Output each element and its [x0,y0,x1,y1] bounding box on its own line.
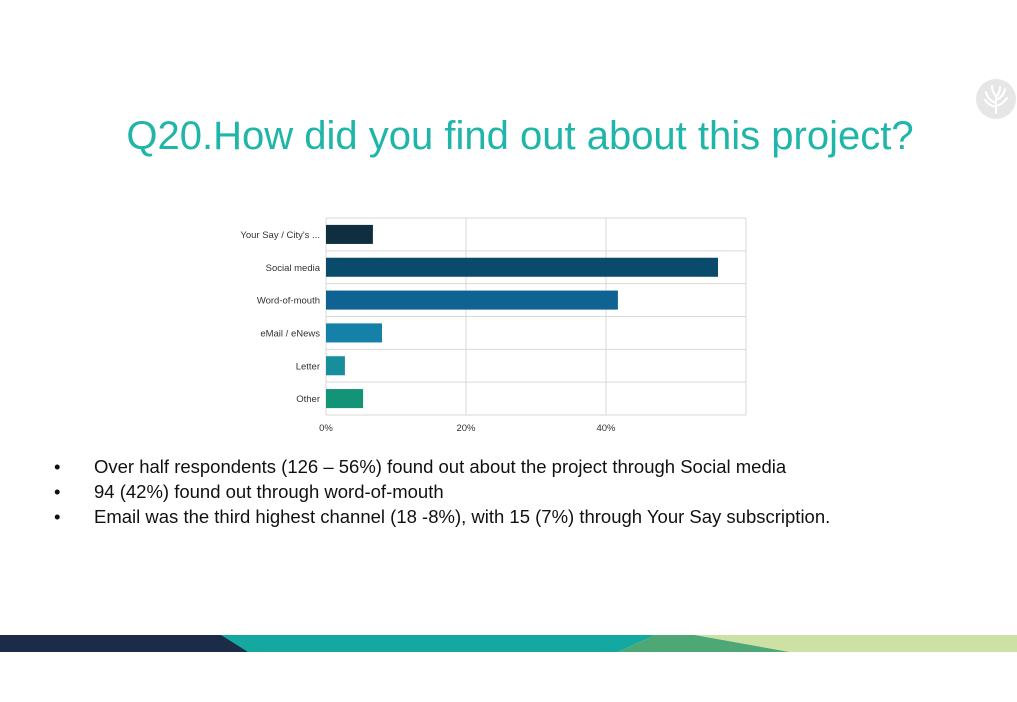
bullet-item: Email was the third highest channel (18 … [54,504,830,529]
bullet-item: Over half respondents (126 – 56%) found … [54,454,830,479]
y-tick-label: Your Say / City's ... [240,230,320,241]
y-tick-label: Other [296,394,320,405]
stripe-segment-teal [221,635,655,652]
y-tick-label: Social media [266,263,321,274]
bar [326,224,373,244]
stripe-segment-navy [0,635,248,652]
stripe-segment-green [618,635,790,652]
slide-title: Q20.How did you find out about this proj… [126,114,914,158]
bar [326,356,345,376]
bullet-item: 94 (42%) found out through word-of-mouth [54,479,830,504]
bar [326,323,382,343]
footer-stripe [0,635,1017,652]
bar-chart: Your Say / City's ... Social media Word-of… [240,217,747,434]
x-tick-label: 0% [319,423,333,434]
y-tick-label: eMail / eNews [260,328,320,339]
y-tick-label: Word-of-mouth [257,296,320,307]
bar [326,290,618,310]
y-tick-label: Letter [296,361,320,372]
stripe-segment-lightgreen [695,635,1017,652]
bar [326,389,364,409]
x-tick-label: 20% [456,423,476,434]
x-tick-label: 40% [596,423,616,434]
bullet-list: Over half respondents (126 – 56%) found … [54,454,830,529]
bar [326,257,718,277]
logo-icon [976,79,1016,119]
